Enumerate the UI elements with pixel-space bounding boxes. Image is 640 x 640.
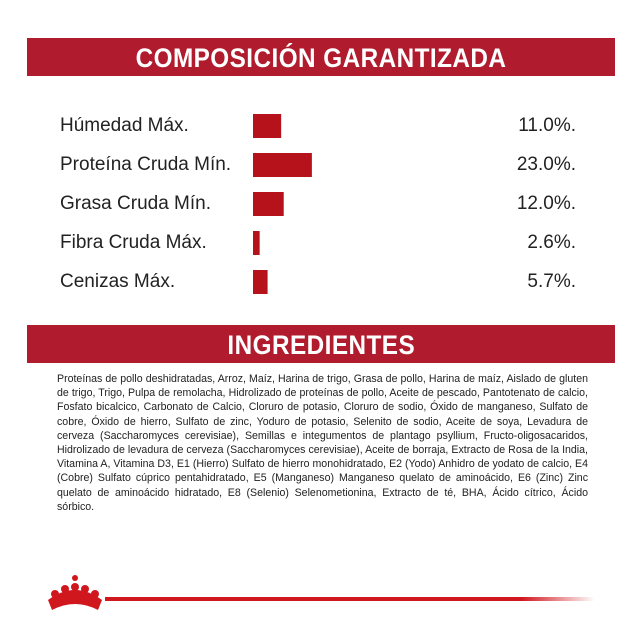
value-label: 2.6%. bbox=[527, 232, 576, 253]
value-label: 11.0%. bbox=[518, 115, 576, 136]
value-label: 5.7%. bbox=[527, 271, 576, 292]
crown-logo bbox=[48, 575, 102, 610]
category-label: Grasa Cruda Mín. bbox=[60, 193, 211, 214]
chart: Húmedad Máx. 11.0%. Proteína Cruda Mín. 23.… bbox=[60, 114, 576, 294]
composition-banner: COMPOSICIÓN GARANTIZADA bbox=[27, 38, 615, 76]
ingredients-banner: INGREDIENTES bbox=[27, 325, 615, 363]
chart-title: COMPOSICIÓN GARANTIZADA bbox=[135, 43, 507, 73]
category-label: Cenizas Máx. bbox=[60, 271, 175, 292]
value-label: 12.0%. bbox=[517, 193, 576, 214]
category-label: Fibra Cruda Máx. bbox=[60, 232, 207, 253]
bar bbox=[253, 231, 260, 255]
category-label: Proteína Cruda Mín. bbox=[60, 154, 231, 175]
bar bbox=[253, 114, 282, 138]
red-line bbox=[105, 597, 595, 601]
bar bbox=[253, 270, 268, 294]
value-label: 23.0%. bbox=[517, 154, 576, 175]
ingredients-text: Proteínas de pollo deshidratadas, Arroz,… bbox=[57, 373, 588, 513]
ingredients-title: INGREDIENTES bbox=[227, 330, 415, 360]
logo-strip bbox=[48, 575, 595, 610]
bar bbox=[253, 192, 284, 216]
category-label: Húmedad Máx. bbox=[60, 115, 189, 136]
bar bbox=[253, 153, 312, 177]
